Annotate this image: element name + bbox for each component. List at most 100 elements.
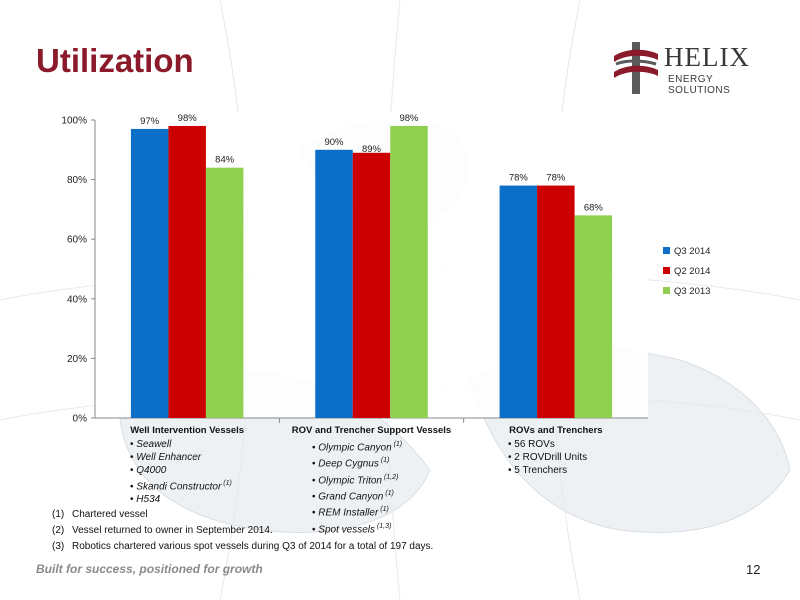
bullet-icon: •: [130, 494, 137, 506]
legend-label: Q2 2014: [674, 266, 710, 277]
bullet-icon: •: [312, 442, 319, 454]
item-text: Q4000: [136, 465, 167, 476]
item-text: REM Installer: [318, 507, 379, 519]
logo-wordmark: HELIX: [664, 42, 750, 72]
item-text: Skandi Constructor: [136, 481, 222, 493]
group-list-well-intervention: • Seawell • Well Enhancer • Q4000 • Skandi …: [130, 438, 232, 506]
y-tick-label: 0%: [73, 414, 88, 425]
category-label: Well Intervention Vessels: [130, 425, 244, 436]
bullet-icon: •: [508, 439, 515, 450]
tagline: Built for success, positioned for growth: [36, 562, 263, 576]
bar-data-label: 98%: [399, 113, 419, 124]
legend-swatch: [663, 267, 670, 274]
bar-data-label: 97%: [140, 116, 160, 127]
bar-data-label: 78%: [509, 173, 529, 184]
group-list-item: • Olympic Triton (1,2): [312, 471, 402, 487]
bar: [352, 152, 391, 418]
footnote-text: Chartered vessel: [72, 509, 148, 520]
logo-subtitle: ENERGY SOLUTIONS: [668, 74, 731, 96]
group-list-rovs-trenchers: • 56 ROVs • 2 ROVDrill Units • 5 Trenchers: [508, 438, 587, 477]
footnote-text: Vessel returned to owner in September 20…: [72, 525, 273, 536]
y-tick-label: 80%: [67, 175, 87, 186]
legend-swatch: [663, 287, 670, 294]
item-text: Seawell: [136, 439, 172, 450]
bullet-icon: •: [130, 465, 137, 476]
item-footnote-ref: (1): [378, 457, 390, 465]
item-text: 2 ROVDrill Units: [514, 452, 588, 463]
bullet-icon: •: [508, 452, 515, 463]
bar-data-label: 84%: [215, 155, 235, 166]
helix-logo: HELIX ENERGY SOLUTIONS: [612, 38, 772, 98]
footnote-text: Robotics chartered various spot vessels …: [72, 541, 434, 552]
bar: [537, 185, 575, 418]
item-text: Olympic Triton: [318, 474, 382, 486]
y-tick-label: 60%: [67, 235, 87, 246]
category-label: ROV and Trencher Support Vessels: [292, 425, 451, 436]
page-number: 12: [746, 562, 761, 577]
item-text: Olympic Canyon: [318, 442, 392, 454]
y-tick-label: 20%: [67, 354, 87, 365]
group-list-item: • Deep Cygnus (1): [312, 454, 402, 470]
bar: [168, 125, 206, 419]
bar: [574, 215, 613, 418]
group-list-item: • Skandi Constructor (1): [130, 477, 232, 493]
bar: [315, 149, 353, 419]
group-list-item: • 2 ROVDrill Units: [508, 451, 587, 464]
footnotes: (1) Chartered vessel (2) Vessel returned to…: [52, 507, 433, 555]
bullet-icon: •: [312, 523, 319, 535]
footnote: (1) Chartered vessel: [52, 507, 433, 523]
group-list-item: • Well Enhancer: [130, 451, 232, 464]
group-list-item: • REM Installer (1): [312, 503, 402, 519]
bullet-icon: •: [130, 439, 137, 450]
bullet-icon: •: [130, 481, 137, 493]
group-list-item: • Olympic Canyon (1): [312, 438, 402, 454]
bar-data-label: 90%: [324, 137, 344, 148]
utilization-bar-chart: 0% 20% 40% 60% 80% 100% 97% 98% 84% Well Interven…: [61, 112, 710, 436]
footnote-number: (2): [52, 525, 65, 536]
group-list-item: • Grand Canyon (1): [312, 487, 402, 503]
bar: [130, 128, 169, 418]
bullet-icon: •: [312, 458, 319, 470]
bar-data-label: 89%: [362, 144, 382, 155]
item-footnote-ref: (1,3): [374, 522, 392, 530]
item-footnote-ref: (1): [221, 480, 232, 487]
footnote-number: (1): [52, 509, 65, 520]
bullet-icon: •: [130, 452, 137, 463]
bar: [205, 167, 244, 418]
group-list-item: • 5 Trenchers: [508, 464, 587, 477]
item-text: Well Enhancer: [136, 452, 202, 463]
y-tick-label: 100%: [61, 116, 87, 127]
bar-data-label: 68%: [584, 202, 604, 213]
item-footnote-ref: (1): [391, 441, 403, 448]
category-label: ROVs and Trenchers: [509, 425, 602, 436]
item-text: 5 Trenchers: [514, 465, 568, 476]
footnote: (3) Robotics chartered various spot vesse…: [52, 539, 433, 555]
footnote-number: (3): [52, 541, 65, 552]
item-text: Spot vessels: [318, 523, 375, 535]
slide-title: Utilization: [36, 42, 194, 79]
bullet-icon: •: [312, 507, 319, 519]
group-list-item: • H534: [130, 493, 232, 506]
footnote: (2) Vessel returned to owner in September…: [52, 523, 433, 539]
item-text: Grand Canyon: [318, 491, 384, 503]
group-list-item: • Q4000: [130, 464, 232, 477]
legend-label: Q3 2013: [674, 286, 710, 297]
bullet-icon: •: [508, 465, 515, 476]
legend-swatch: [663, 247, 670, 254]
group-list-item: • Spot vessels (1,3): [312, 520, 402, 536]
item-text: 56 ROVs: [514, 439, 555, 450]
bar-data-label: 78%: [546, 173, 566, 184]
bullet-icon: •: [312, 474, 319, 486]
group-list-item: • 56 ROVs: [508, 438, 587, 451]
group-list-rov-trencher-support: • Olympic Canyon (1) • Deep Cygnus (1) • O…: [312, 438, 402, 536]
item-footnote-ref: (1,2): [382, 473, 399, 481]
item-footnote-ref: (1): [383, 489, 394, 497]
item-text: Deep Cygnus: [318, 458, 379, 470]
item-text: H534: [136, 494, 161, 506]
bar: [499, 185, 538, 418]
group-list-item: • Seawell: [130, 438, 232, 451]
legend-label: Q3 2014: [674, 246, 710, 257]
bullet-icon: •: [312, 491, 319, 503]
helix-emblem-icon: [614, 42, 658, 94]
item-footnote-ref: (1): [378, 506, 389, 514]
